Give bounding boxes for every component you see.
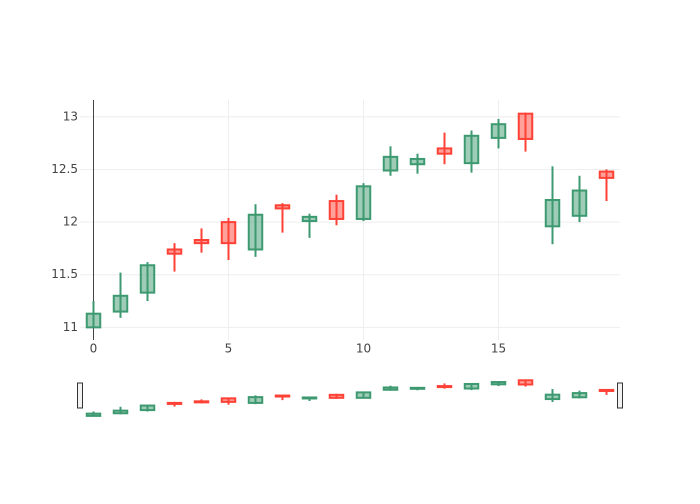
candle-body: [274, 204, 291, 210]
candle-body: [112, 294, 129, 313]
slider-candle-body: [544, 393, 561, 401]
candle-body: [139, 264, 156, 294]
candle-body: [517, 112, 534, 140]
candle-body: [220, 221, 237, 245]
slider-candle-body: [436, 385, 453, 389]
slider-candle-body: [247, 396, 264, 404]
x-tick-label: 15: [491, 342, 506, 356]
slider-candle-body: [220, 397, 237, 403]
slider-candle-body: [328, 393, 345, 399]
candle-body: [85, 312, 102, 329]
candle-body: [247, 213, 264, 251]
candle-body: [328, 200, 345, 220]
slider-candle-body: [166, 401, 183, 405]
slider-candle-body: [382, 386, 399, 391]
slider-candle-body: [139, 404, 156, 412]
slider-handle[interactable]: [77, 382, 83, 409]
candle-body: [355, 185, 372, 220]
slider-candle-body: [517, 379, 534, 386]
candle-body: [544, 199, 561, 228]
slider-candle-body: [490, 381, 507, 386]
candle-body: [166, 248, 183, 255]
candle-body: [301, 215, 318, 223]
slider-handle[interactable]: [617, 382, 623, 409]
candle-body: [571, 189, 588, 217]
x-tick-label: 5: [225, 342, 233, 356]
slider-candle-body: [193, 400, 210, 404]
slider-candle-body: [409, 386, 426, 390]
range-slider[interactable]: [80, 374, 620, 422]
candle-body: [463, 134, 480, 165]
y-tick-label: 13: [63, 109, 78, 123]
y-tick-label: 12.5: [51, 162, 78, 176]
slider-candle-body: [463, 382, 480, 390]
candle-body: [598, 170, 615, 179]
y-tick-label: 11.5: [51, 267, 78, 281]
x-tick-label: 0: [90, 342, 98, 356]
slider-candle-body: [571, 392, 588, 399]
slider-candle-body: [85, 412, 102, 417]
candle-body: [409, 157, 426, 166]
slider-candle-body: [598, 388, 615, 392]
y-tick-label: 11: [63, 320, 78, 334]
slider-candle-body: [274, 394, 291, 398]
slider-candle-body: [112, 409, 129, 415]
slider-candle-body: [301, 396, 318, 400]
candle-body: [193, 239, 210, 245]
candle-body: [436, 147, 453, 155]
candle-body: [382, 155, 399, 172]
slider-candle-body: [355, 391, 372, 399]
candle-body: [490, 123, 507, 139]
y-tick-label: 12: [63, 215, 78, 229]
x-tick-label: 10: [356, 342, 371, 356]
